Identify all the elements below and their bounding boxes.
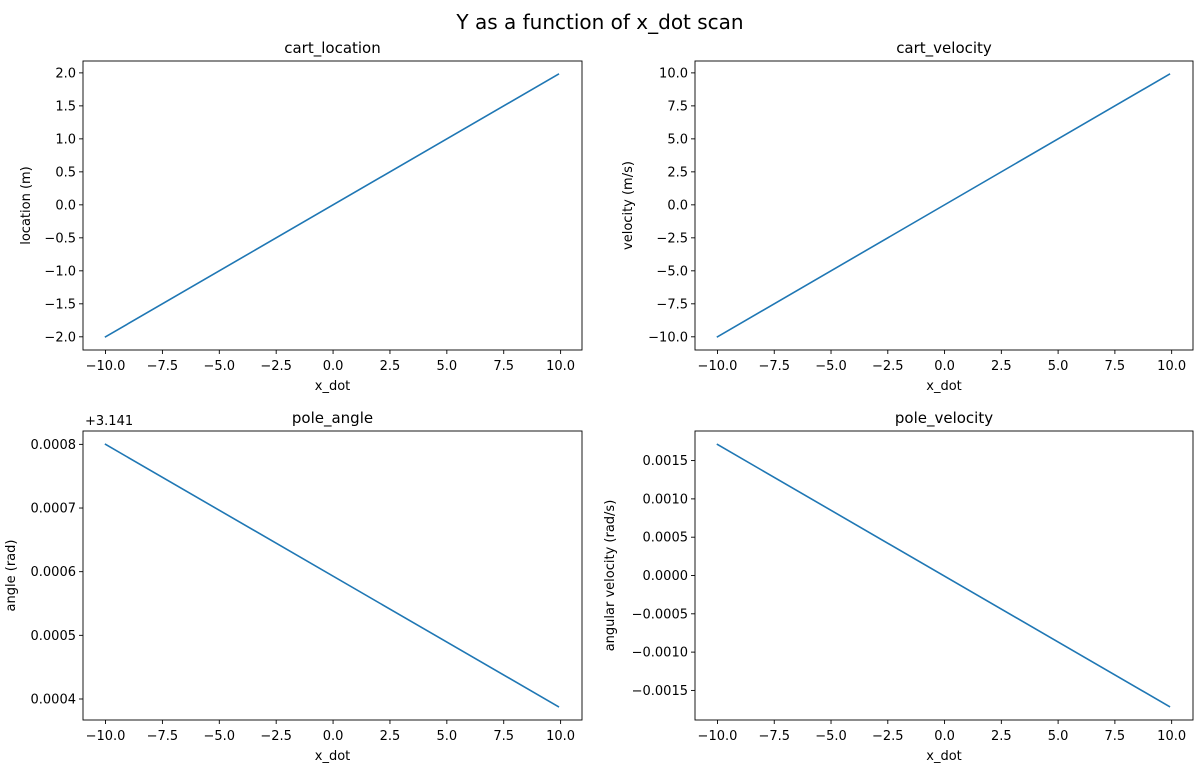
- y-tick-label: −0.0010: [632, 646, 688, 661]
- y-axis-label: angular velocity (rad/s): [603, 500, 618, 652]
- x-tick-label: 0.0: [323, 729, 344, 744]
- y-tick-label: 5.0: [667, 132, 688, 147]
- y-tick-label: 0.0015: [643, 454, 689, 469]
- y-offset-text: +3.141: [85, 414, 133, 429]
- y-axis-label: angle (rad): [4, 540, 19, 612]
- x-tick-label: −7.5: [147, 359, 179, 374]
- x-tick-label: −7.5: [758, 729, 790, 744]
- x-tick-label: 2.5: [380, 359, 401, 374]
- x-axis-label: x_dot: [926, 379, 962, 394]
- x-tick-label: −5.0: [815, 729, 847, 744]
- x-tick-label: 5.0: [436, 359, 457, 374]
- y-tick-label: 0.0: [55, 198, 76, 213]
- x-tick-label: −5.0: [204, 359, 236, 374]
- y-tick-label: 0.0007: [31, 502, 77, 517]
- x-axis-label: x_dot: [315, 749, 351, 764]
- x-tick-label: −10.0: [86, 729, 126, 744]
- y-tick-label: 0.5: [55, 165, 76, 180]
- x-tick-label: 10.0: [546, 359, 575, 374]
- y-tick-label: −0.5: [44, 231, 76, 246]
- subplot-cart-velocity: −10.0 −7.5 −5.0 −2.5 0.0 2.5 5.0 7.5 10.0 −10.0 −7…: [621, 39, 1194, 394]
- x-tick-label: −2.5: [260, 359, 292, 374]
- x-tick-label: 10.0: [1157, 359, 1186, 374]
- y-tick-label: 0.0005: [643, 531, 689, 546]
- x-tick-label: 10.0: [1157, 729, 1186, 744]
- x-tick-label: 7.5: [493, 359, 514, 374]
- x-tick-label: 7.5: [493, 729, 514, 744]
- y-tick-label: 2.5: [667, 165, 688, 180]
- subplot-title: pole_angle: [292, 409, 373, 428]
- x-tick-label: −5.0: [204, 729, 236, 744]
- x-tick-label: 2.5: [991, 729, 1012, 744]
- series-line: [716, 73, 1171, 338]
- x-tick-label: 0.0: [323, 359, 344, 374]
- x-tick-label: −2.5: [872, 359, 904, 374]
- subplot-pole-angle: −10.0 −7.5 −5.0 −2.5 0.0 2.5 5.0 7.5 10.0 0.0004 0…: [4, 409, 583, 764]
- axes-frame: [82, 60, 583, 351]
- series-line: [104, 73, 560, 338]
- y-tick-label: −10.0: [648, 330, 688, 345]
- y-tick-label: 0.0000: [643, 569, 689, 584]
- y-tick-label: 0.0010: [643, 492, 689, 507]
- y-axis-label: velocity (m/s): [621, 161, 636, 250]
- x-tick-label: −5.0: [815, 359, 847, 374]
- x-tick-label: 2.5: [991, 359, 1012, 374]
- axes-frame: [82, 430, 583, 721]
- y-tick-label: 7.5: [667, 99, 688, 114]
- axes-frame: [694, 430, 1194, 721]
- x-tick-label: −10.0: [698, 359, 738, 374]
- series-line: [104, 443, 560, 708]
- y-tick-label: 1.5: [55, 99, 76, 114]
- y-tick-label: 0.0: [667, 198, 688, 213]
- y-tick-label: 2.0: [55, 66, 76, 81]
- x-tick-label: 2.5: [380, 729, 401, 744]
- x-tick-label: 5.0: [436, 729, 457, 744]
- x-tick-label: −7.5: [147, 729, 179, 744]
- x-tick-label: 10.0: [546, 729, 575, 744]
- axes-frame: [694, 60, 1194, 351]
- y-tick-label: −2.0: [44, 330, 76, 345]
- y-tick-label: −0.0015: [632, 684, 688, 699]
- x-tick-label: −2.5: [872, 729, 904, 744]
- x-tick-label: −10.0: [698, 729, 738, 744]
- x-tick-label: −10.0: [86, 359, 126, 374]
- subplot-title: cart_velocity: [896, 39, 992, 58]
- x-tick-label: 7.5: [1105, 729, 1126, 744]
- y-tick-label: −0.0005: [632, 607, 688, 622]
- subplot-title: cart_location: [284, 39, 381, 58]
- series-line: [716, 443, 1171, 708]
- y-tick-label: 1.0: [55, 132, 76, 147]
- y-tick-label: 0.0005: [31, 629, 77, 644]
- y-tick-label: −1.5: [44, 297, 76, 312]
- y-tick-label: −7.5: [656, 297, 688, 312]
- x-tick-label: −2.5: [260, 729, 292, 744]
- x-axis-label: x_dot: [315, 379, 351, 394]
- y-tick-label: 0.0008: [31, 438, 77, 453]
- y-tick-label: 10.0: [659, 66, 688, 81]
- x-tick-label: 7.5: [1105, 359, 1126, 374]
- subplot-pole-velocity: −10.0 −7.5 −5.0 −2.5 0.0 2.5 5.0 7.5 10.0 −0.0015…: [603, 409, 1194, 764]
- figure-title: Y as a function of x_dot scan: [456, 10, 744, 34]
- y-tick-label: −2.5: [656, 231, 688, 246]
- subplot-title: pole_velocity: [895, 409, 993, 428]
- y-tick-label: −1.0: [44, 264, 76, 279]
- x-tick-label: 5.0: [1048, 729, 1069, 744]
- y-tick-label: 0.0004: [31, 692, 77, 707]
- x-tick-label: 0.0: [934, 359, 955, 374]
- subplot-cart-location: −10.0 −7.5 −5.0 −2.5 0.0 2.5 5.0 7.5 10.0 −2.0 −1.…: [19, 39, 583, 394]
- x-tick-label: 0.0: [934, 729, 955, 744]
- y-tick-label: −5.0: [656, 264, 688, 279]
- x-tick-label: −7.5: [758, 359, 790, 374]
- y-tick-label: 0.0006: [31, 565, 77, 580]
- y-axis-label: location (m): [19, 166, 34, 245]
- x-tick-label: 5.0: [1048, 359, 1069, 374]
- x-axis-label: x_dot: [926, 749, 962, 764]
